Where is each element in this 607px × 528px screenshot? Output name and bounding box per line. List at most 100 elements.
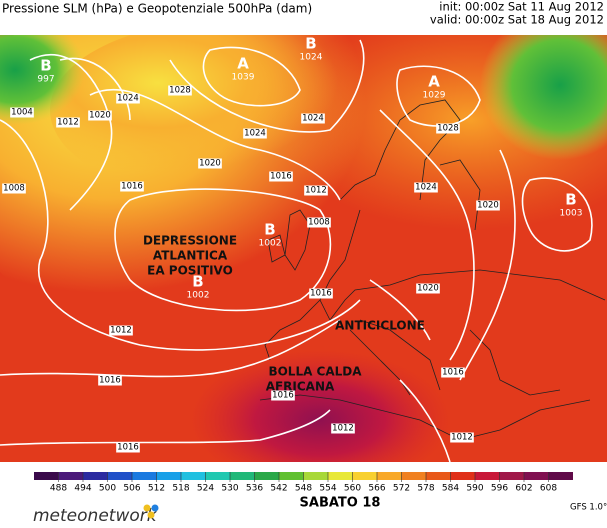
colorbar-label: 488 bbox=[50, 484, 67, 494]
colorbar-label: 596 bbox=[491, 484, 508, 494]
isobar-label: 1016 bbox=[270, 172, 292, 182]
colorbar-label: 608 bbox=[540, 484, 557, 494]
center-letter: A bbox=[237, 55, 249, 73]
annotation: EA POSITIVO bbox=[147, 264, 233, 278]
colorbar-swatch bbox=[205, 472, 230, 480]
isobar-label-bg bbox=[271, 390, 295, 401]
isobar-label-bg bbox=[331, 423, 355, 434]
colorbar-label: 506 bbox=[123, 484, 140, 494]
isobar-label-bg bbox=[450, 432, 474, 443]
isobar-label: 1020 bbox=[89, 111, 111, 121]
isobar-label: 1028 bbox=[169, 86, 191, 96]
isobar-label: 1008 bbox=[3, 184, 25, 194]
colorbar-label: 536 bbox=[246, 484, 263, 494]
isobar-label: 1020 bbox=[199, 159, 221, 169]
isobar-label: 1028 bbox=[437, 124, 459, 134]
isobar-label: 1020 bbox=[477, 201, 499, 211]
colorbar-swatch bbox=[352, 472, 377, 480]
colorbar-swatch bbox=[279, 472, 304, 480]
isobar-label: 1024 bbox=[117, 94, 139, 104]
annotation: AFRICANA bbox=[266, 380, 335, 394]
colorbar-swatch bbox=[450, 472, 475, 480]
colorbar-swatch bbox=[34, 472, 59, 480]
isobar-label-bg bbox=[120, 181, 144, 192]
isobar-label-bg bbox=[88, 110, 112, 121]
colorbar-swatch bbox=[377, 472, 402, 480]
annotation: ATLANTICA bbox=[153, 249, 228, 263]
isobar-label-bg bbox=[436, 123, 460, 134]
isobar-label: 1012 bbox=[451, 433, 473, 443]
center-value: 1002 bbox=[187, 291, 210, 301]
colorbar-swatch bbox=[303, 472, 328, 480]
colorbar-swatch bbox=[426, 472, 451, 480]
annotation: BOLLA CALDA bbox=[268, 365, 362, 379]
forecast-day: SABATO 18 bbox=[300, 496, 381, 511]
colorbar-label: 578 bbox=[417, 484, 434, 494]
center-letter: B bbox=[192, 273, 203, 291]
center-value: 1029 bbox=[423, 91, 446, 101]
isobar-label: 1024 bbox=[302, 114, 324, 124]
isobar-label-bg bbox=[243, 128, 267, 139]
colorbar-label: 500 bbox=[99, 484, 116, 494]
center-value: 1003 bbox=[560, 209, 583, 219]
colorbar-label: 524 bbox=[197, 484, 214, 494]
isobar-label: 1024 bbox=[244, 129, 266, 139]
annotation: ANTICICLONE bbox=[335, 319, 425, 333]
logo-dot bbox=[151, 504, 159, 512]
isobar-label-bg bbox=[10, 107, 34, 118]
isobar-label: 1016 bbox=[99, 376, 121, 386]
isobar-label: 1012 bbox=[57, 118, 79, 128]
colorbar-swatch bbox=[475, 472, 500, 480]
isobar-label-bg bbox=[2, 183, 26, 194]
isobar-label-bg bbox=[414, 182, 438, 193]
isobar-label-bg bbox=[116, 442, 140, 453]
isobar-label-bg bbox=[98, 375, 122, 386]
title: Pressione SLM (hPa) e Geopotenziale 500h… bbox=[2, 2, 312, 16]
center-letter: B bbox=[264, 221, 275, 239]
center-value: 1024 bbox=[300, 53, 323, 63]
colorbar-swatch bbox=[132, 472, 157, 480]
isobar-label: 1012 bbox=[110, 326, 132, 336]
colorbar-swatch bbox=[156, 472, 181, 480]
isobar-label-bg bbox=[301, 113, 325, 124]
center-letter: B bbox=[305, 35, 316, 53]
colorbar-label: 548 bbox=[295, 484, 312, 494]
init-time: init: 00:00z Sat 11 Aug 2012 bbox=[439, 0, 604, 14]
isobar-label-bg bbox=[307, 217, 331, 228]
isobar-label-bg bbox=[304, 185, 328, 196]
colorbar-swatch bbox=[107, 472, 132, 480]
colorbar-swatch bbox=[254, 472, 279, 480]
isobar-label-bg bbox=[416, 283, 440, 294]
map-area bbox=[0, 35, 607, 462]
annotation: DEPRESSIONE bbox=[143, 234, 237, 248]
colorbar-label: 494 bbox=[74, 484, 91, 494]
isobar-label: 1016 bbox=[442, 368, 464, 378]
colorbar-label: 560 bbox=[344, 484, 361, 494]
isobar-label-bg bbox=[198, 158, 222, 169]
logo-dot bbox=[143, 504, 151, 512]
isobar-label: 1024 bbox=[415, 183, 437, 193]
model: GFS 1.0° bbox=[570, 503, 607, 513]
isobar-label: 1016 bbox=[310, 289, 332, 299]
colorbar-label: 572 bbox=[393, 484, 410, 494]
colorbar-label: 512 bbox=[148, 484, 165, 494]
valid-time: valid: 00:00z Sat 18 Aug 2012 bbox=[430, 13, 604, 27]
isobar-label-bg bbox=[56, 117, 80, 128]
colorbar-swatch bbox=[524, 472, 549, 480]
colorbar-swatch bbox=[499, 472, 524, 480]
brand: meteonetwork bbox=[33, 506, 158, 524]
colorbar-label: 566 bbox=[368, 484, 385, 494]
colorbar-label: 518 bbox=[172, 484, 189, 494]
isobar-label: 1008 bbox=[308, 218, 330, 228]
colorbar-swatch bbox=[181, 472, 206, 480]
isobar-label: 1016 bbox=[121, 182, 143, 192]
center-letter: B bbox=[565, 191, 576, 209]
colorbar-swatch bbox=[548, 472, 573, 480]
isobar-label-bg bbox=[116, 93, 140, 104]
colorbar-label: 530 bbox=[221, 484, 238, 494]
colorbar-label: 542 bbox=[270, 484, 287, 494]
isobar-label: 1012 bbox=[332, 424, 354, 434]
colorbar-swatch bbox=[401, 472, 426, 480]
isobar-label: 1016 bbox=[117, 443, 139, 453]
